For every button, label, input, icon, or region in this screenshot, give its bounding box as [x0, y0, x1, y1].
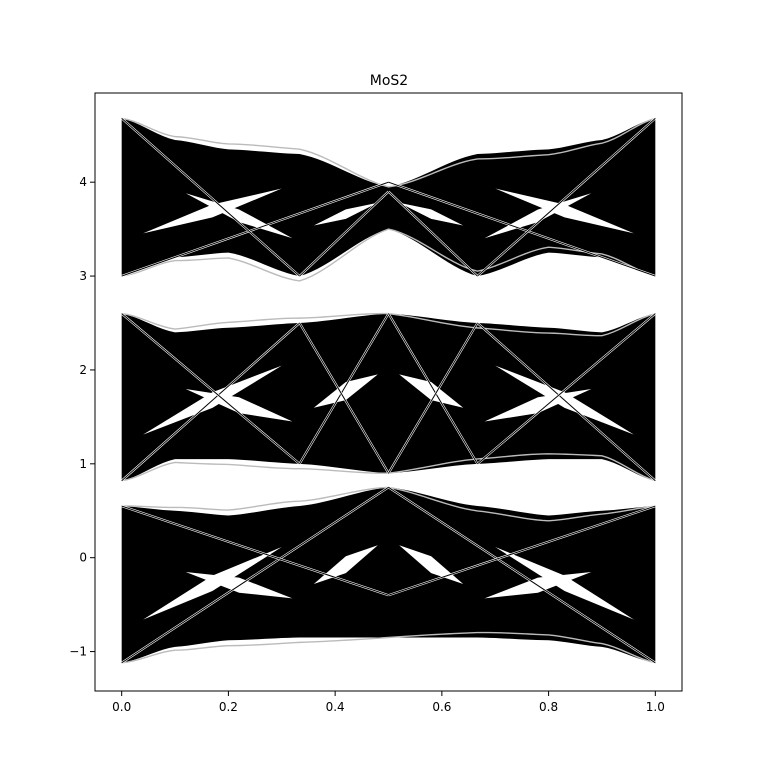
band-gap [313, 545, 378, 585]
y-tick-label: 0 [79, 551, 87, 565]
dispersion-line-core-5 [121, 322, 300, 482]
dispersion-line-core-7 [477, 322, 656, 482]
y-tick-label: −1 [69, 645, 87, 659]
band-gap [313, 202, 378, 226]
band-gap [399, 374, 464, 408]
dispersion-line-core-9 [299, 313, 389, 465]
band-edge-trace [121, 631, 656, 664]
band-gap [185, 193, 293, 239]
dispersion-line-core-15 [121, 117, 300, 277]
dispersion-line-core-8 [477, 313, 656, 465]
x-axis: 0.0 0.2 0.4 0.6 0.8 1.0 [112, 691, 665, 714]
band-gap [495, 188, 634, 234]
dispersion-line-core-3 [388, 486, 656, 664]
band-gap [484, 193, 592, 239]
band-edge-trace [121, 312, 656, 337]
x-tick-label: 0.4 [326, 700, 345, 714]
dispersion-line-core-2 [121, 505, 389, 596]
dispersion-line-core-10 [388, 313, 478, 465]
band-gap [143, 188, 282, 234]
band-gap [495, 546, 634, 620]
y-tick-label: 4 [79, 175, 87, 189]
y-tick-label: 1 [79, 457, 87, 471]
dispersion-line-core-18 [388, 191, 478, 277]
x-tick-label: 0.6 [432, 700, 451, 714]
x-tick-label: 1.0 [646, 700, 665, 714]
band-gap [399, 202, 464, 226]
band-group-1 [121, 486, 656, 664]
y-axis: −1 0 1 2 3 4 [69, 175, 95, 659]
band-fill [121, 118, 656, 277]
plot-area [120, 117, 657, 664]
band-gap [313, 374, 378, 408]
band-gap [143, 546, 282, 620]
dispersion-line-core-11 [299, 322, 389, 474]
y-tick-label: 2 [79, 363, 87, 377]
band-gap [399, 545, 464, 585]
dispersion-line-core-12 [388, 322, 478, 474]
band-group-2 [121, 312, 656, 482]
x-tick-label: 0.8 [539, 700, 558, 714]
band-edge-trace [121, 228, 656, 282]
band-edge-trace [121, 117, 656, 188]
dispersion-line-core-4 [388, 505, 656, 596]
dispersion-line-core-14 [388, 181, 656, 277]
x-tick-label: 0.2 [219, 700, 238, 714]
dispersion-line-core-17 [299, 191, 389, 277]
band-gap [185, 389, 293, 422]
axes-frame [94, 92, 683, 692]
crossing-lines [120, 117, 657, 664]
dispersion-line-core-13 [121, 181, 389, 277]
band-fill [121, 487, 656, 663]
y-tick-label: 3 [79, 269, 87, 283]
band-group-3 [121, 117, 656, 282]
band-fill [121, 313, 656, 481]
chart-title: MoS2 [370, 73, 408, 89]
dispersion-line-core-1 [121, 486, 389, 664]
dispersion-line-core-6 [121, 313, 300, 465]
dispersion-line-core-16 [477, 117, 656, 277]
band-gap [484, 389, 592, 422]
x-tick-label: 0.0 [112, 700, 131, 714]
